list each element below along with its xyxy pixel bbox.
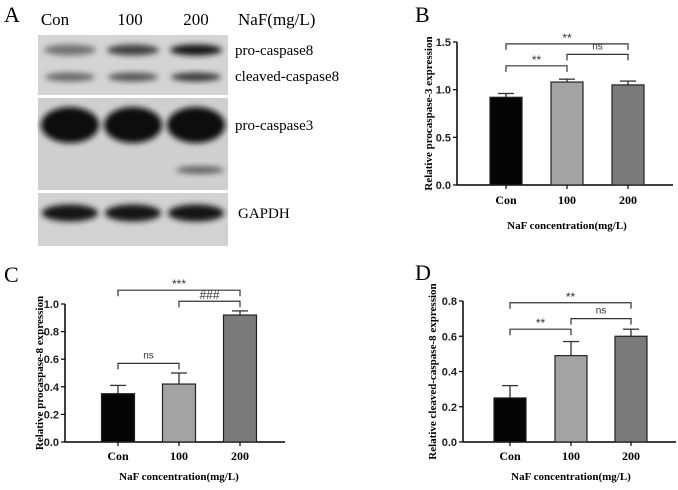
significance-bracket: [178, 300, 241, 308]
significance-bracket: [505, 65, 568, 72]
x-tick-label: Con: [107, 449, 129, 463]
panel-letter: C: [4, 262, 19, 287]
bar-200: [222, 314, 258, 443]
y-axis-label: Relative procaspase-3 expression: [423, 36, 435, 190]
y-tick-label: 0.5: [436, 132, 451, 144]
y-tick-label: 0.0: [436, 180, 451, 192]
band-label: pro-caspase3: [235, 118, 313, 134]
blot-band: [108, 72, 158, 82]
significance-bracket: [566, 53, 629, 61]
blot-band: [104, 107, 162, 143]
significance-bracket: [505, 43, 629, 50]
y-tick-label: 0.0: [442, 437, 457, 449]
significance-label: ###: [199, 288, 219, 302]
y-axis-label: Relative procaspase-8 expression: [34, 296, 46, 450]
y-tick-label: 1.0: [436, 85, 451, 97]
x-tick-label: 100: [170, 449, 188, 463]
significance-label: **: [536, 316, 546, 330]
blot-band: [171, 72, 221, 82]
y-tick-label: 0.4: [44, 382, 60, 394]
band-label: pro-caspase8: [235, 43, 313, 59]
y-tick-label: 0.2: [442, 402, 457, 414]
significance-label: ns: [592, 41, 603, 52]
significance-bracket: [117, 289, 241, 297]
x-tick-label: Con: [499, 449, 521, 463]
blot-band: [167, 107, 225, 143]
x-tick-label: 200: [622, 449, 640, 463]
lane-label: Con: [41, 10, 70, 29]
bar-con: [489, 96, 523, 186]
y-tick-label: 0.8: [442, 296, 457, 308]
panel-c-bar-chart: C 0.0 0.2 0.4 0.6 0.8 1.0 Con 100 200 *** ### ns Rela…: [4, 262, 285, 483]
panel-a-western-blot: A Con 100 200 NaF(mg/L) pro-caspase8 cle…: [4, 2, 339, 246]
blot-band: [42, 204, 98, 222]
y-tick-label: 0.6: [44, 354, 59, 366]
y-tick-label: 0.2: [44, 409, 59, 421]
significance-label: ns: [143, 350, 154, 361]
bar-100: [554, 355, 588, 443]
lane-label: 100: [117, 10, 143, 29]
significance-label: **: [566, 290, 576, 304]
significance-bracket: [509, 302, 632, 309]
blot-band: [107, 44, 159, 56]
bar-con: [493, 397, 527, 443]
lane-label: 200: [183, 10, 209, 29]
panel-b-bar-chart: B 0.0 0.5 1.0 1.5 Con 100 200 ** ns ** Relative pro…: [415, 2, 673, 232]
x-tick-label: 200: [231, 449, 249, 463]
significance-label: ***: [172, 277, 186, 291]
y-tick-label: 0.6: [442, 331, 457, 343]
x-tick-label: 100: [562, 449, 580, 463]
blot-band: [105, 204, 161, 222]
panel-letter: A: [4, 2, 20, 27]
blot-membrane-caspase8: [38, 35, 228, 95]
x-tick-label: 100: [558, 193, 576, 207]
significance-label: ns: [596, 306, 607, 317]
blot-band: [44, 44, 96, 56]
blot-band: [45, 72, 95, 82]
y-tick-label: 0.4: [442, 367, 458, 379]
y-tick-label: 1.0: [44, 299, 59, 311]
band-label: cleaved-caspase8: [235, 69, 339, 85]
significance-bracket: [509, 328, 572, 336]
blot-band: [170, 44, 222, 56]
x-axis-label: NaF concentration(mg/L): [507, 220, 627, 232]
y-tick-label: 0.0: [44, 437, 59, 449]
panel-letter: D: [415, 260, 431, 285]
panel-d-bar-chart: D 0.0 0.2 0.4 0.6 0.8 Con 100 200 ** ns ** Relative …: [415, 260, 676, 483]
x-axis-label: NaF concentration(mg/L): [511, 471, 631, 483]
bar-con: [100, 393, 136, 443]
y-axis-label: Relative cleaved-caspase-8 expression: [427, 283, 439, 459]
x-axis-label: NaF concentration(mg/L): [119, 471, 239, 483]
significance-bracket: [570, 318, 632, 325]
panel-letter: B: [415, 2, 430, 27]
blot-band-faint: [176, 166, 224, 174]
y-tick-label: 0.8: [44, 327, 59, 339]
band-label: GAPDH: [238, 206, 290, 222]
blot-band: [168, 204, 224, 222]
treatment-label: NaF(mg/L): [238, 10, 315, 29]
bar-100: [550, 81, 584, 186]
x-tick-label: Con: [495, 193, 517, 207]
significance-label: **: [562, 31, 572, 45]
x-tick-label: 200: [619, 193, 637, 207]
bar-200: [611, 84, 645, 186]
bar-200: [614, 335, 648, 443]
bar-100: [161, 383, 197, 443]
y-tick-label: 1.5: [436, 37, 451, 49]
significance-label: **: [532, 53, 542, 67]
significance-bracket: [117, 362, 180, 370]
blot-band: [41, 107, 99, 143]
